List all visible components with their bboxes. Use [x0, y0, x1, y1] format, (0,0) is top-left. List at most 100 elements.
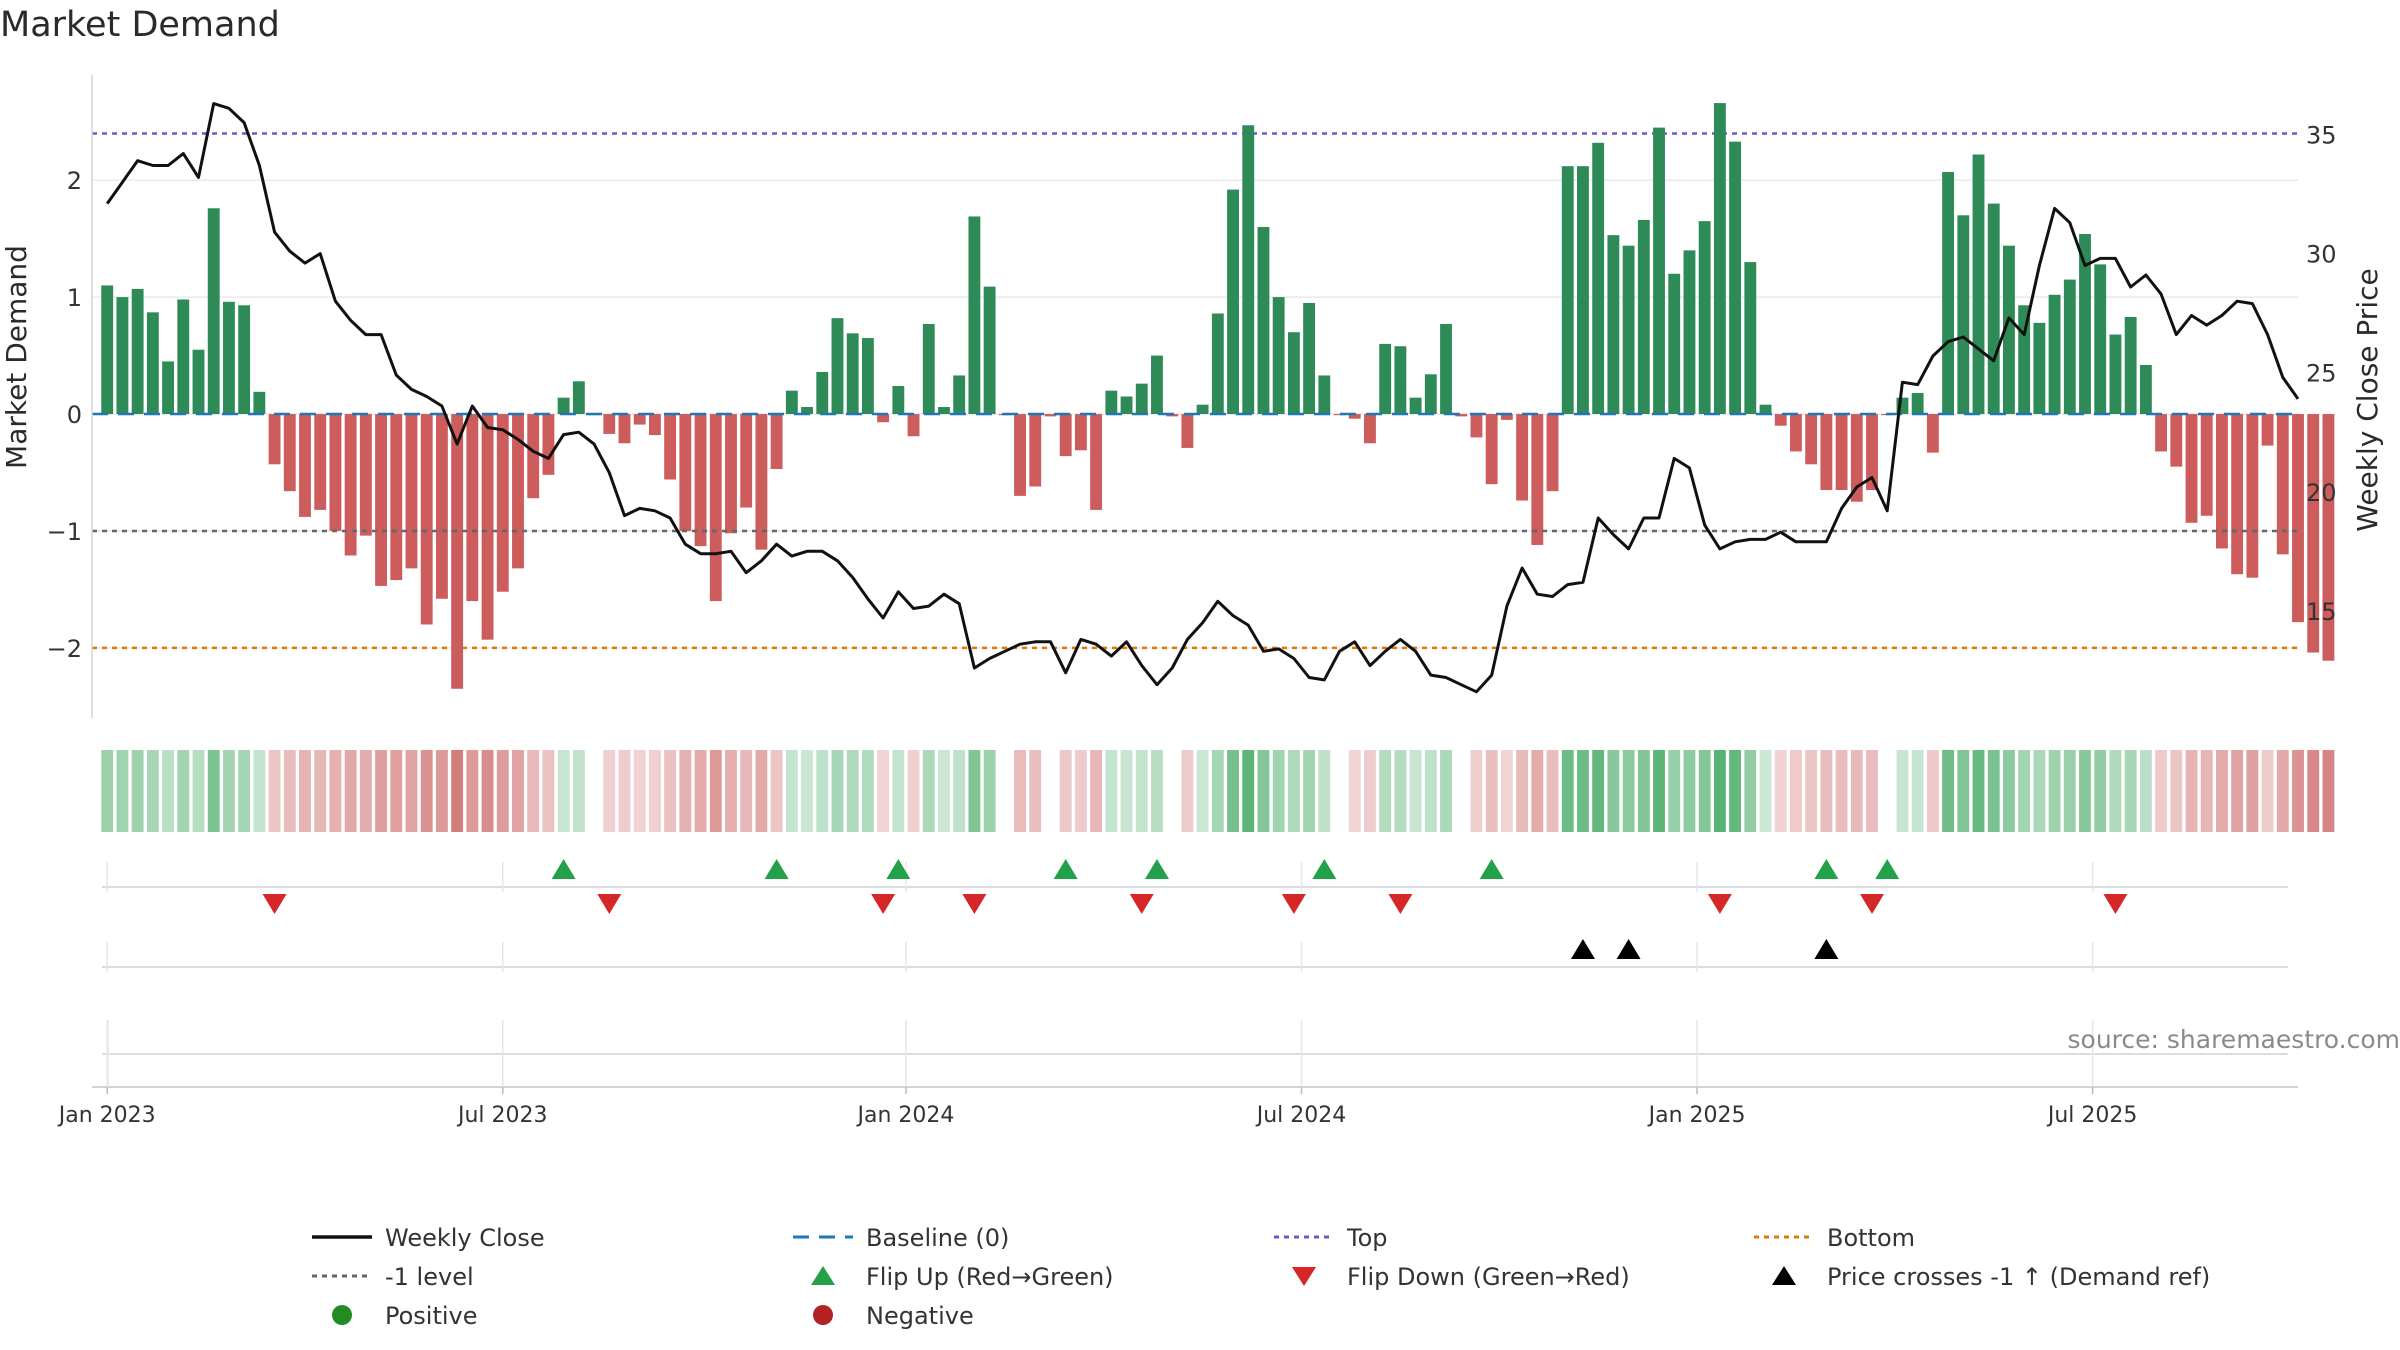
strip-cell [2276, 750, 2289, 832]
legend-label: Baseline (0) [866, 1224, 1009, 1252]
strip-cell [1835, 750, 1848, 832]
negative-bar [375, 414, 387, 586]
legend-item-minus-one: -1 level [312, 1263, 474, 1291]
event-panels [92, 859, 2298, 1088]
negative-bar [2307, 414, 2320, 653]
positive-bar [2124, 317, 2137, 415]
positive-bar [238, 305, 251, 415]
legend-item-top: Top [1274, 1224, 1388, 1252]
strip-cell [603, 750, 616, 832]
strip-cell [1318, 750, 1331, 832]
negative-bar [2246, 414, 2259, 578]
positive-bar [1211, 313, 1224, 415]
strip-cell [2003, 750, 2015, 832]
strip-cell [344, 750, 357, 832]
strip-cell [1455, 750, 1468, 832]
negative-bar [725, 414, 737, 534]
strip-cell [1227, 750, 1239, 832]
strip-cell [2261, 750, 2274, 832]
strip-cell [131, 750, 144, 832]
negative-bar [2155, 414, 2168, 452]
flip-down-marker [1388, 894, 1413, 914]
strip-cell [1820, 750, 1833, 832]
negative-bar [2231, 414, 2244, 575]
negative-bar [1926, 414, 1939, 453]
negative-bar [679, 414, 692, 531]
strip-cell [1592, 750, 1605, 832]
positive-bar [1440, 324, 1452, 415]
negative-bar [1805, 414, 1818, 465]
legend-label: Bottom [1827, 1224, 1915, 1252]
negative-bar [527, 414, 540, 499]
source-text: source: sharemaestro.com [2068, 1025, 2400, 1054]
flip-up-marker [1814, 859, 1839, 879]
strip-cell [633, 750, 646, 832]
flip-up-marker [1144, 859, 1169, 879]
legend-label: Negative [866, 1302, 974, 1330]
strip-cell [1014, 750, 1026, 832]
strip-cell [1196, 750, 1209, 832]
positive-bar [2079, 233, 2091, 415]
negative-bar [420, 414, 433, 625]
strip-cell [1485, 750, 1498, 832]
positive-bar [207, 208, 220, 415]
strip-cell [1881, 750, 1894, 832]
negative-bar [1029, 414, 1042, 487]
legend-item-positive-dot: Positive [332, 1302, 478, 1330]
strip-cell [1074, 750, 1087, 832]
flip-up-marker [1875, 859, 1900, 879]
strip-cell [892, 750, 905, 832]
negative-bar [2170, 414, 2183, 467]
positive-bar [1151, 355, 1163, 415]
strip-cell [1424, 750, 1437, 832]
flip-down-marker [1129, 894, 1154, 914]
strip-cell [359, 750, 372, 832]
legend: Weekly Close Baseline (0) Top Bottom -1 leve… [312, 1224, 2210, 1330]
strip-cell [2170, 750, 2183, 832]
positive-bar [1637, 219, 1650, 415]
legend-label: Price crosses -1 ↑ (Demand ref) [1827, 1263, 2210, 1291]
flip-down-marker [2103, 894, 2128, 914]
strip-cell [1698, 750, 1711, 832]
strip-cell [968, 750, 981, 832]
strip-cell [953, 750, 966, 832]
strip-cell [1744, 750, 1757, 832]
legend-item-price: Weekly Close [312, 1224, 545, 1252]
strip-cell [1120, 750, 1133, 832]
strip-cell [1242, 750, 1255, 832]
strip-cell [1440, 750, 1452, 832]
baseline-layer [92, 412, 2298, 533]
legend-item-bottom: Bottom [1754, 1224, 1915, 1252]
strip-cell [527, 750, 540, 832]
legend-label: Flip Up (Red→Green) [866, 1263, 1114, 1291]
strip-cell [1987, 750, 2000, 832]
strip-cell [1942, 750, 1955, 832]
positive-bar [1744, 262, 1757, 415]
strip-cell [481, 750, 494, 832]
positive-bar [1607, 235, 1620, 415]
strip-cell [572, 750, 585, 832]
y-tick-label: −1 [47, 518, 82, 546]
flip-down-marker [1860, 894, 1885, 914]
strip-cell [1181, 750, 1194, 832]
negative-bar [1455, 414, 1468, 417]
strip-cell [1303, 750, 1316, 832]
strip-cell [1577, 750, 1589, 832]
strip-cell [466, 750, 479, 832]
positive-bar [922, 324, 935, 415]
negative-bar [907, 414, 920, 437]
positive-bar [253, 391, 266, 415]
positive-bar [938, 407, 950, 415]
negative-bar [648, 414, 661, 436]
negative-bar [466, 414, 479, 602]
flip-down-marker [962, 894, 987, 914]
positive-bar [1942, 172, 1955, 415]
strip-cell [435, 750, 448, 832]
flip-up-marker [1479, 859, 1504, 879]
negative-bar [2322, 414, 2335, 661]
positive-bar [953, 375, 966, 415]
negative-bar [1470, 414, 1483, 438]
strip-cell [1531, 750, 1544, 832]
positive-bar [1272, 297, 1285, 415]
positive-bar [1698, 221, 1711, 415]
